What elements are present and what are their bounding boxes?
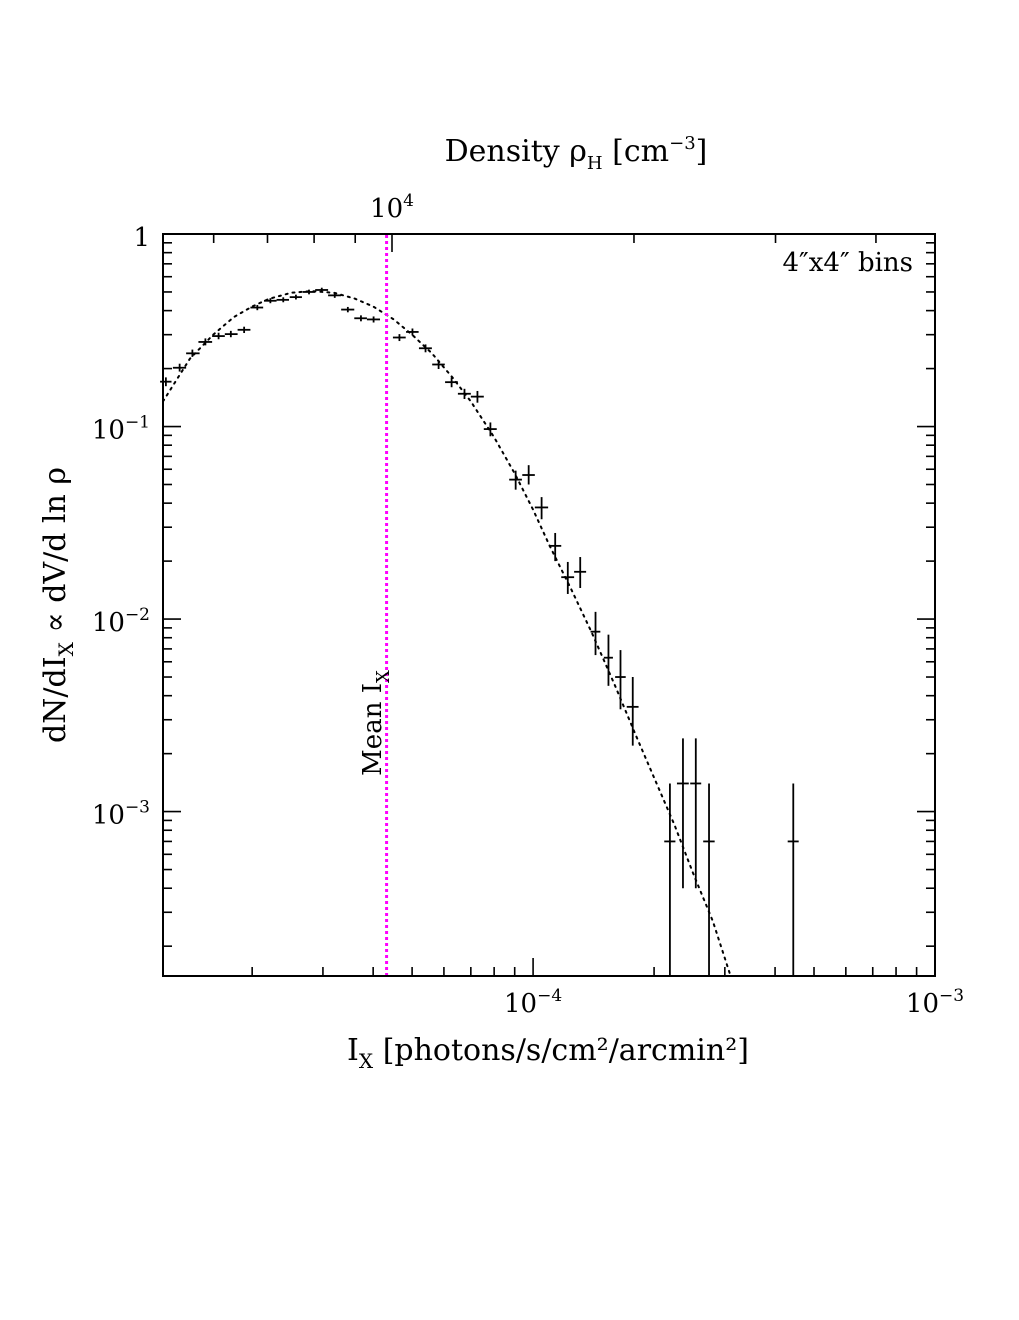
data-point (534, 497, 549, 520)
data-point (548, 532, 562, 562)
y-tick-label: 10−2 (92, 605, 150, 638)
data-point (263, 298, 277, 304)
data-point (470, 390, 484, 403)
tick-labels: 10−410−3104105110−110−210−3 (92, 191, 964, 1019)
data-point (690, 738, 702, 889)
data-point (250, 304, 264, 311)
data-point (574, 557, 587, 588)
data-point (561, 561, 575, 594)
x-tick-label: 10−3 (906, 986, 964, 1019)
data-point (432, 360, 445, 369)
data-point (315, 287, 329, 293)
top-tick-label: 104 (370, 191, 414, 224)
y-tick-label: 10−3 (92, 798, 150, 831)
data-point (703, 783, 715, 976)
data-point (522, 465, 535, 485)
data-point (590, 611, 601, 656)
data-point (664, 783, 676, 976)
data-point (276, 297, 290, 303)
data-point (198, 338, 213, 346)
data-point (289, 294, 302, 300)
x-axis-title: IX [photons/s/cm²/arcmin²] (347, 1033, 749, 1073)
data-point (676, 738, 689, 889)
data-point (237, 326, 251, 334)
top-axis-title: Density ρH [cm−3] (445, 133, 708, 174)
data-point (406, 328, 419, 336)
data-point (160, 377, 172, 387)
data-point (418, 344, 432, 353)
data-point (615, 650, 626, 710)
data-point (328, 292, 342, 298)
data-point (366, 316, 380, 323)
x-tick-label: 10−4 (504, 986, 562, 1019)
data-point (186, 349, 200, 357)
mean-label: Mean IX (358, 670, 394, 776)
data-point (445, 377, 458, 388)
data-point (354, 315, 367, 322)
data-point (341, 306, 355, 313)
data-point (224, 330, 238, 338)
data-point (457, 388, 471, 399)
fit-curve (162, 290, 732, 977)
data-point (392, 334, 406, 342)
y-axis-title: dN/dIX ∝ dV/d ln ρ (38, 467, 78, 743)
data-point (787, 783, 799, 976)
data-point (212, 332, 225, 340)
data-point (302, 289, 316, 295)
bins-annotation: 4″x4″ bins (783, 248, 913, 278)
data-point (626, 677, 639, 746)
y-tick-label: 1 (133, 223, 150, 253)
data-point (483, 422, 497, 437)
data-point (172, 363, 187, 372)
y-tick-label: 10−1 (92, 413, 150, 446)
data-point (509, 470, 522, 490)
plot-frame (162, 233, 936, 977)
data-points (160, 287, 799, 976)
data-point (603, 634, 613, 686)
axis-ticks (163, 233, 936, 976)
